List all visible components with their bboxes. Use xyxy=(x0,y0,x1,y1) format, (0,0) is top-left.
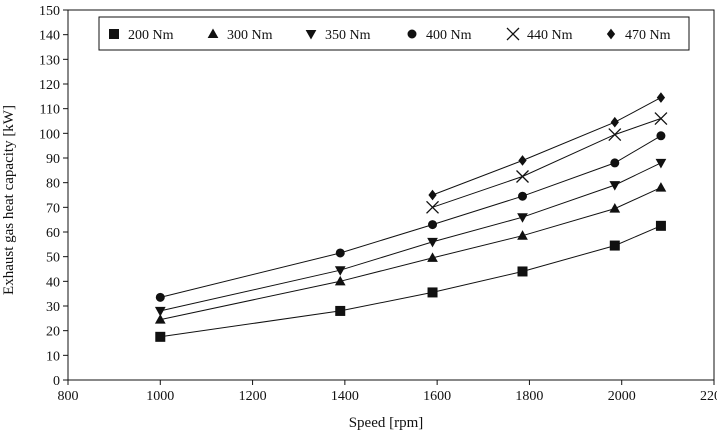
x-tick-label: 1200 xyxy=(239,389,267,404)
data-point-350-nm xyxy=(154,306,166,317)
data-point-400-nm xyxy=(335,248,345,258)
data-point-440-nm xyxy=(608,128,622,142)
series-line-350-nm xyxy=(160,162,662,312)
y-tick-label: 130 xyxy=(39,53,60,68)
data-point-400-nm xyxy=(610,158,620,168)
legend-label-400-nm: 400 Nm xyxy=(426,28,472,43)
legend-label-300-nm: 300 Nm xyxy=(227,28,273,43)
data-point-300-nm xyxy=(154,314,166,324)
data-point-470-nm xyxy=(656,92,666,103)
y-axis-ticks: 0 10 20 30 40 50 60 70 80 90 100 110 120 130 140 150 xyxy=(39,4,68,389)
data-point-200-nm xyxy=(609,240,620,251)
x-tick-label: 2200 xyxy=(700,389,717,404)
y-tick-label: 20 xyxy=(46,325,60,340)
x-tick-label: 2000 xyxy=(608,389,636,404)
data-point-440-nm xyxy=(516,170,529,183)
y-tick-label: 0 xyxy=(53,374,60,389)
data-point-400-nm xyxy=(518,191,528,201)
y-tick-label: 50 xyxy=(46,251,60,266)
legend-label-440-nm: 440 Nm xyxy=(527,28,573,43)
data-point-200-nm xyxy=(655,220,666,231)
data-point-440-nm xyxy=(654,112,668,125)
series-line-200-nm xyxy=(160,225,662,338)
legend: 200 Nm 300 Nm 350 Nm 400 Nm 440 Nm 470 Nm xyxy=(109,27,671,43)
data-point-200-nm xyxy=(335,305,346,316)
series-lines xyxy=(160,97,662,338)
series-line-300-nm xyxy=(160,187,662,321)
x-tick-label: 1800 xyxy=(515,389,543,404)
legend-box xyxy=(98,16,690,51)
y-tick-label: 70 xyxy=(46,201,60,216)
legend-label-350-nm: 350 Nm xyxy=(325,28,371,43)
y-tick-label: 60 xyxy=(46,226,60,241)
series-line-400-nm xyxy=(160,135,662,298)
y-tick-label: 90 xyxy=(46,152,60,167)
y-tick-label: 100 xyxy=(39,127,60,142)
x-tick-label: 800 xyxy=(58,389,79,404)
data-point-300-nm xyxy=(655,182,667,192)
y-axis-title: Exhaust gas heat capacity [kW] xyxy=(1,105,17,295)
x-axis-title: Speed [rpm] xyxy=(349,415,424,431)
data-point-470-nm xyxy=(610,116,619,128)
y-tick-label: 80 xyxy=(46,177,60,192)
y-tick-label: 140 xyxy=(39,29,60,44)
data-point-350-nm xyxy=(334,266,346,276)
data-point-400-nm xyxy=(656,131,666,141)
data-point-470-nm xyxy=(518,155,527,166)
data-point-440-nm xyxy=(426,200,439,214)
y-tick-label: 110 xyxy=(40,103,60,118)
series-markers xyxy=(154,92,668,342)
x-tick-label: 1000 xyxy=(146,389,174,404)
data-point-350-nm xyxy=(427,237,438,248)
legend-label-200-nm: 200 Nm xyxy=(128,28,174,43)
data-point-200-nm xyxy=(517,266,528,277)
y-tick-label: 40 xyxy=(46,275,60,290)
x-tick-label: 1400 xyxy=(331,389,359,404)
y-tick-label: 120 xyxy=(39,78,60,93)
data-point-400-nm xyxy=(155,292,165,302)
data-point-300-nm xyxy=(517,230,528,240)
data-point-350-nm xyxy=(517,213,528,223)
data-point-200-nm xyxy=(155,331,166,342)
x-tick-label: 1600 xyxy=(423,389,451,404)
data-point-470-nm xyxy=(428,189,437,201)
y-tick-label: 150 xyxy=(39,4,60,19)
data-point-350-nm xyxy=(609,181,621,191)
legend-marker-350-nm xyxy=(305,30,317,40)
legend-marker-440-nm xyxy=(506,27,520,41)
x-axis-ticks: 800 1000 1200 1400 1600 1800 2000 2200 xyxy=(58,380,717,404)
data-point-200-nm xyxy=(427,287,438,298)
data-point-350-nm xyxy=(655,158,667,169)
y-tick-label: 10 xyxy=(46,349,60,364)
y-tick-label: 30 xyxy=(46,300,60,315)
data-point-400-nm xyxy=(428,220,438,230)
series-line-470-nm xyxy=(432,97,662,196)
data-point-300-nm xyxy=(427,252,438,262)
legend-marker-400-nm xyxy=(407,29,417,39)
legend-marker-470-nm xyxy=(606,28,616,40)
legend-marker-300-nm xyxy=(207,28,219,38)
legend-label-470-nm: 470 Nm xyxy=(625,28,671,43)
series-line-440-nm xyxy=(432,118,662,208)
data-point-300-nm xyxy=(609,203,621,213)
plot-frame xyxy=(67,9,715,381)
legend-marker-200-nm xyxy=(109,29,119,39)
data-point-300-nm xyxy=(334,275,346,286)
